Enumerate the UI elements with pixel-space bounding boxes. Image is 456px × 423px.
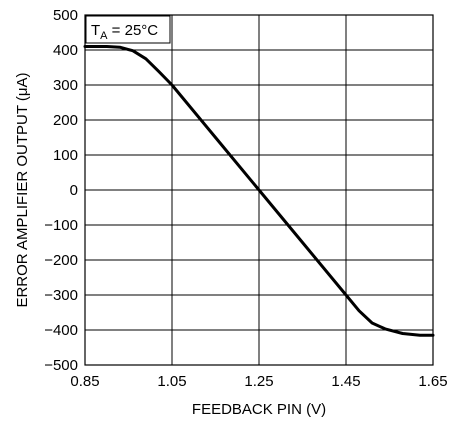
y-tick-label: −300 bbox=[44, 287, 78, 304]
y-axis-label: ERROR AMPLIFIER OUTPUT (μA) bbox=[14, 72, 31, 307]
x-tick-labels: 0.85 1.05 1.25 1.45 1.65 bbox=[70, 373, 447, 390]
y-tick-label: 400 bbox=[53, 42, 78, 59]
y-tick-label: 200 bbox=[53, 112, 78, 129]
annotation-background bbox=[85, 15, 171, 44]
y-tick-labels: 500 400 300 200 100 0 −100 −200 −300 −400 −500 bbox=[44, 7, 78, 374]
annotation-rest: = 25°C bbox=[108, 22, 159, 39]
x-tick-label: 1.05 bbox=[157, 373, 186, 390]
annotation-main: T bbox=[91, 22, 100, 39]
y-tick-label: 100 bbox=[53, 147, 78, 164]
x-axis-label: FEEDBACK PIN (V) bbox=[192, 401, 326, 418]
y-tick-label: −500 bbox=[44, 357, 78, 374]
temperature-annotation: TA = 25°C bbox=[91, 22, 158, 42]
gridlines bbox=[85, 15, 433, 365]
y-tick-label: 0 bbox=[70, 182, 78, 199]
x-tick-label: 1.65 bbox=[418, 373, 447, 390]
annotation-box: TA = 25°C bbox=[85, 15, 171, 44]
x-tick-label: 1.45 bbox=[331, 373, 360, 390]
x-tick-label: 1.25 bbox=[244, 373, 273, 390]
plot-frame bbox=[84, 14, 434, 366]
annotation-subscript: A bbox=[100, 30, 108, 42]
y-tick-label: −200 bbox=[44, 252, 78, 269]
x-tick-label: 0.85 bbox=[70, 373, 99, 390]
series-line bbox=[83, 45, 435, 337]
y-tick-label: −400 bbox=[44, 322, 78, 339]
y-tick-label: 300 bbox=[53, 77, 78, 94]
y-tick-label: 500 bbox=[53, 7, 78, 24]
y-tick-label: −100 bbox=[44, 217, 78, 234]
